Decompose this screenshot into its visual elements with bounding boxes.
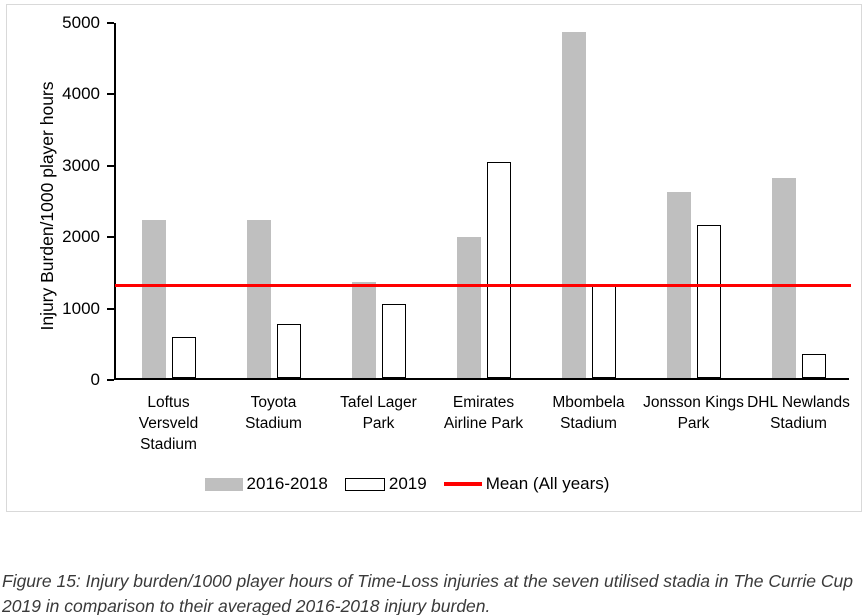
y-tick-label: 0 [90,370,100,389]
bar-2019 [696,225,721,378]
legend-label: 2016-2018 [246,474,328,493]
bar-2016-2018 [246,220,271,378]
bar-2019 [381,304,406,378]
y-tick-label: 3000 [62,155,100,175]
bar-2016-2018 [456,237,481,378]
y-axis-title: Injury Burden/1000 player hours [37,81,57,331]
y-tick [107,22,114,24]
y-tick [107,164,114,167]
caption-line: 2019 in comparison to their averaged 201… [2,596,491,615]
x-axis-label: Tafel Lager Park [340,394,417,432]
chart-frame: Injury Burden/1000 player hours 0 1000 200… [6,4,862,512]
legend: 2016-2018 2019 Mean (All years) [7,471,807,497]
red-line-swatch-icon [443,482,482,486]
legend-item-2016-2018: 2016-2018 [204,474,328,494]
y-tick [107,379,114,381]
x-axis-label: DHL Newlands Stadium [747,394,850,432]
gray-bar-swatch-icon [204,477,243,491]
bar-2019 [276,323,301,378]
y-tick [107,236,114,239]
bar-2019 [801,354,826,378]
y-tick [107,307,114,310]
bar-2016-2018 [141,219,166,378]
mean-line [115,283,851,287]
bar-2019 [486,161,511,378]
plot-area: 0 1000 2000 3000 4000 5000 Loftus Versveld Sta… [62,13,851,453]
bar-2016-2018 [351,282,376,378]
y-tick-label: 2000 [62,227,100,247]
outlined-bar-swatch-icon [344,477,385,491]
bar-2016-2018 [561,31,586,378]
legend-label: Mean (All years) [485,474,610,493]
y-tick-label: 1000 [62,298,100,318]
bar-2019 [171,337,196,378]
y-tick-label: 5000 [62,13,100,32]
caption-line: Figure 15: Injury burden/1000 player hou… [2,571,853,591]
x-axis-label: Toyota Stadium [245,394,302,432]
x-axis-label: Jonsson Kings Park [643,394,744,432]
figure-caption: Figure 15: Injury burden/1000 player hou… [2,569,866,615]
legend-item-2019: 2019 [344,474,427,494]
legend-item-mean: Mean (All years) [443,474,610,494]
y-tick [107,93,114,96]
y-tick-label: 4000 [62,84,100,104]
x-axis-label: Mbombela Stadium [552,394,625,432]
x-axis-label: Loftus Versveld Stadium [138,394,199,453]
bar-2016-2018 [771,178,796,378]
legend-label: 2019 [388,474,427,493]
x-axis-label: Emirates Airline Park [443,394,524,432]
bar-2019 [591,284,616,378]
